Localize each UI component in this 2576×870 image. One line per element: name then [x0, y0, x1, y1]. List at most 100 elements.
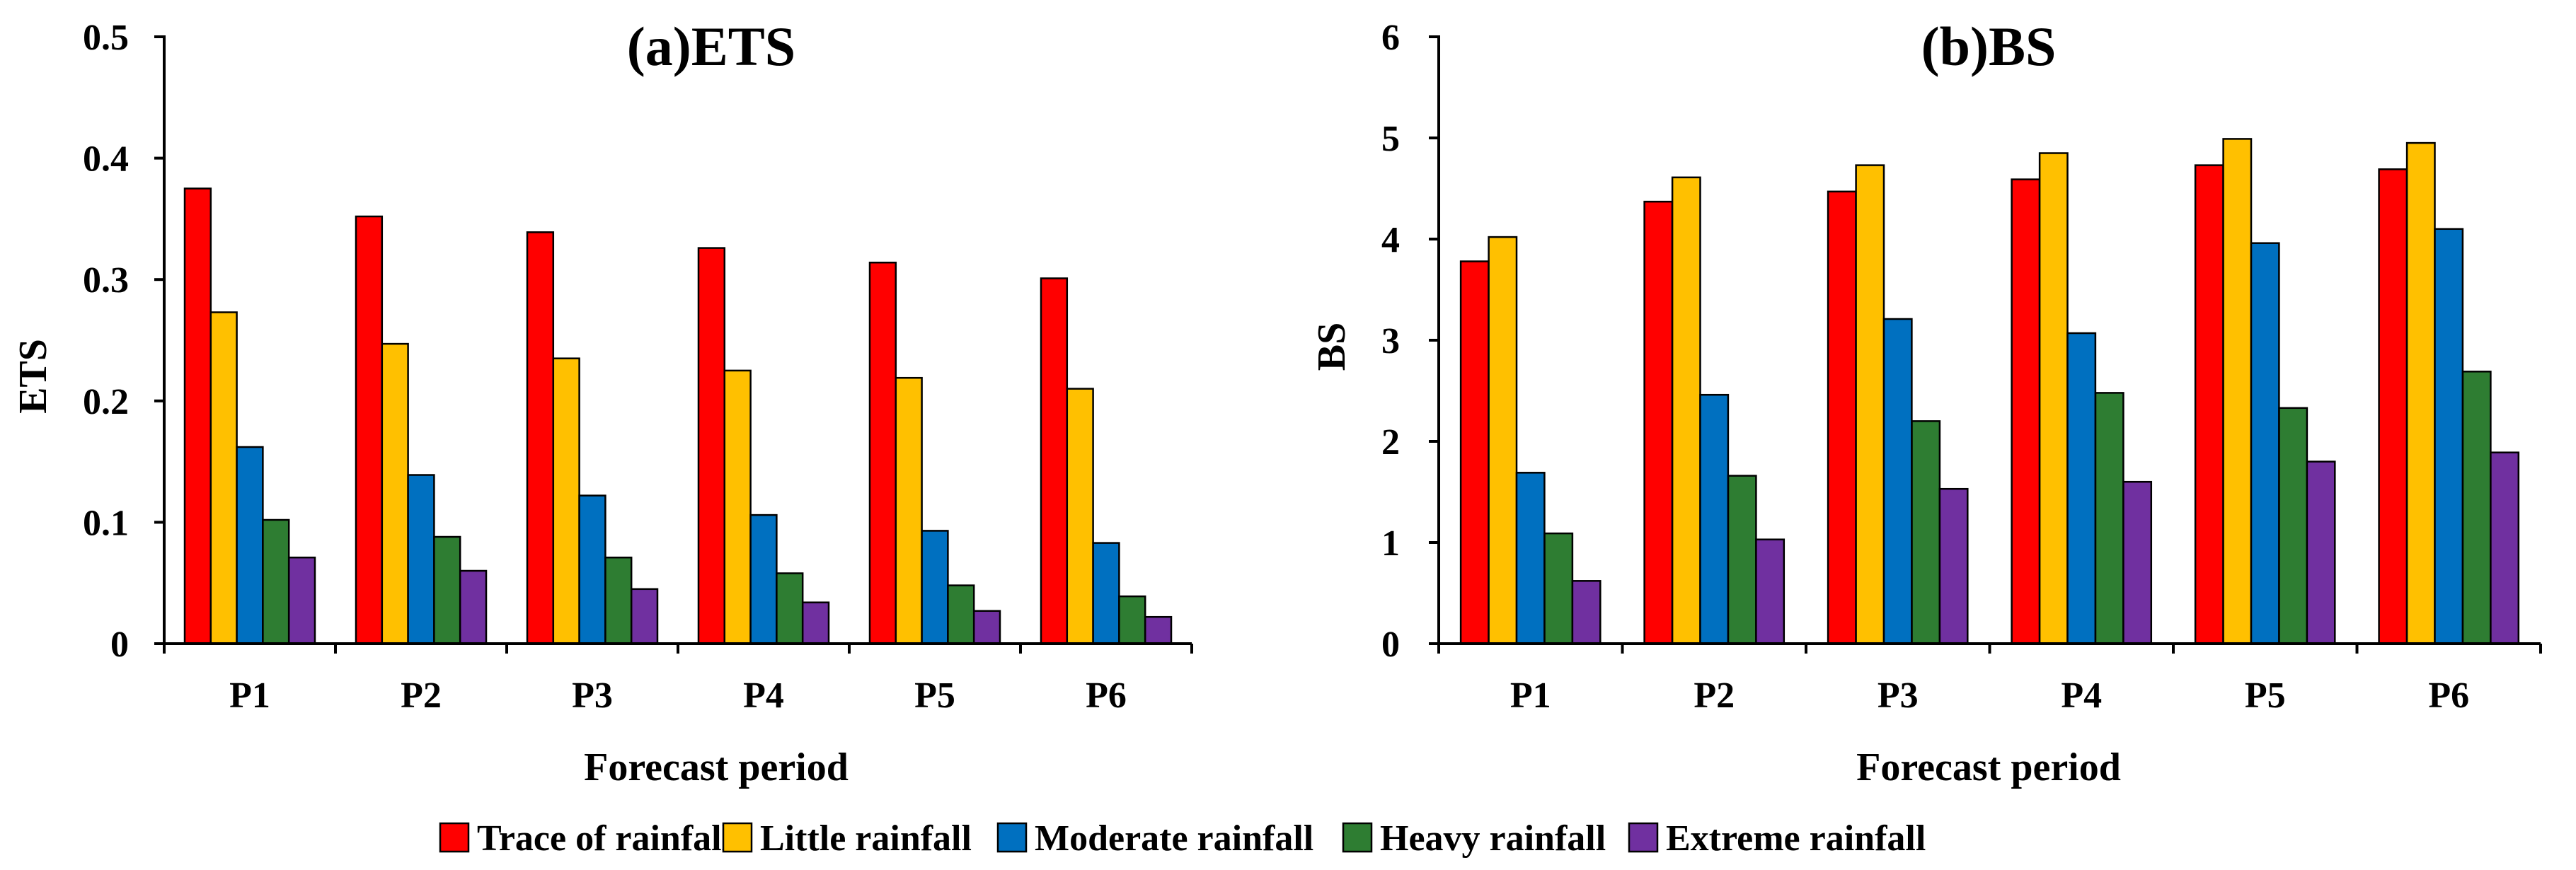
ets-x-tick-label-p2: P2 — [401, 675, 442, 716]
bs-x-tick-label-p2: P2 — [1694, 675, 1735, 716]
bar-little-rainfall-p4 — [723, 369, 752, 645]
ets-x-tick-label-p4: P4 — [743, 675, 784, 716]
bs-y-tick-label: 3 — [1381, 321, 1400, 361]
bar-trace-of-rainfall-p2 — [355, 215, 384, 645]
bs-x-tick-label-p6: P6 — [2428, 675, 2469, 716]
bar-moderate-rainfall-p6 — [1092, 542, 1120, 645]
bar-moderate-rainfall-p5 — [921, 530, 949, 645]
bar-trace-of-rainfall-p5 — [868, 261, 897, 645]
legend: Trace of rainfall Little rainfall Moderate… — [439, 818, 1926, 859]
bar-extreme-rainfall-p2 — [459, 569, 488, 645]
bar-little-rainfall-p2 — [381, 342, 409, 645]
ets-y-tick-label: 0.5 — [83, 18, 129, 58]
bar-extreme-rainfall-p4 — [801, 601, 830, 645]
bs-x-axis-label: Forecast period — [1856, 746, 2121, 789]
bar-little-rainfall-p1 — [209, 311, 238, 645]
bar-heavy-rainfall-p2 — [433, 535, 461, 645]
bar-little-rainfall-p2 — [1671, 176, 1701, 645]
ets-x-tick-label-p5: P5 — [914, 675, 955, 716]
bar-extreme-rainfall-p5 — [972, 610, 1001, 645]
bs-y-tick-label: 2 — [1381, 422, 1400, 463]
bs-panel: (b)BS 0 1 2 3 4 5 6 P1 P2 P3 P4 P5 P6 Forecast period B… — [1310, 16, 2542, 789]
ets-x-tick-label-p6: P6 — [1086, 675, 1127, 716]
bar-extreme-rainfall-p1 — [1571, 580, 1602, 645]
ets-panel: (a)ETS 0 0.1 0.2 0.3 0.4 0.5 P1 P2 P3 P4 P5 P6 Foreca… — [11, 16, 1193, 789]
ets-y-tick-label: 0.3 — [83, 260, 129, 301]
bs-x-tick-label-p1: P1 — [1510, 675, 1551, 716]
bar-heavy-rainfall-p1 — [262, 518, 290, 645]
bar-moderate-rainfall-p5 — [2250, 242, 2280, 645]
legend-label-extreme-rainfall: Extreme rainfall — [1666, 818, 1926, 859]
bar-trace-of-rainfall-p6 — [2378, 168, 2408, 645]
legend-label-moderate-rainfall: Moderate rainfall — [1035, 818, 1313, 859]
bar-little-rainfall-p6 — [2405, 141, 2436, 645]
legend-swatch-heavy-rainfall — [1342, 822, 1373, 853]
bar-heavy-rainfall-p1 — [1543, 532, 1574, 645]
legend-swatch-little-rainfall — [722, 822, 753, 853]
bs-x-tick-label-p3: P3 — [1878, 675, 1919, 716]
bs-y-tick-label: 0 — [1381, 625, 1400, 665]
bar-little-rainfall-p6 — [1066, 388, 1094, 645]
ets-x-axis-label: Forecast period — [584, 746, 849, 789]
bar-little-rainfall-p5 — [895, 376, 923, 645]
ets-y-tick-label: 0.2 — [83, 382, 129, 422]
bar-trace-of-rainfall-p4 — [2011, 178, 2041, 645]
bar-moderate-rainfall-p2 — [1699, 393, 1730, 645]
bar-heavy-rainfall-p2 — [1727, 475, 1757, 645]
bar-extreme-rainfall-p1 — [287, 556, 316, 645]
bs-y-axis-label: BS — [1310, 323, 1354, 371]
ets-y-tick-label: 0.1 — [83, 503, 129, 543]
bar-extreme-rainfall-p3 — [630, 588, 659, 645]
bar-moderate-rainfall-p1 — [1515, 472, 1546, 645]
bar-extreme-rainfall-p5 — [2306, 460, 2336, 645]
bar-extreme-rainfall-p6 — [1144, 615, 1173, 645]
bar-trace-of-rainfall-p1 — [1459, 260, 1490, 645]
bar-trace-of-rainfall-p4 — [697, 247, 726, 645]
bar-heavy-rainfall-p3 — [604, 556, 633, 645]
bar-moderate-rainfall-p4 — [749, 514, 778, 645]
ets-y-axis-label: ETS — [11, 339, 55, 414]
bar-little-rainfall-p3 — [552, 357, 580, 645]
bs-x-tick-label-p4: P4 — [2061, 675, 2102, 716]
bar-trace-of-rainfall-p3 — [1827, 190, 1857, 645]
legend-label-trace-of-rainfall: Trace of rainfall — [477, 818, 732, 859]
legend-swatch-moderate-rainfall — [996, 822, 1028, 853]
bar-heavy-rainfall-p3 — [1911, 420, 1941, 645]
bar-moderate-rainfall-p4 — [2066, 332, 2097, 645]
bar-extreme-rainfall-p3 — [1938, 487, 1969, 645]
bar-heavy-rainfall-p5 — [2278, 407, 2308, 645]
bar-heavy-rainfall-p5 — [947, 584, 975, 645]
ets-y-tick-label: 0.4 — [83, 139, 129, 180]
bar-little-rainfall-p1 — [1488, 236, 1518, 645]
bs-y-tick-label: 4 — [1381, 220, 1400, 260]
bar-heavy-rainfall-p4 — [776, 572, 804, 645]
legend-label-heavy-rainfall: Heavy rainfall — [1380, 818, 1606, 859]
bar-moderate-rainfall-p2 — [407, 474, 435, 645]
legend-swatch-extreme-rainfall — [1628, 822, 1659, 853]
bar-moderate-rainfall-p3 — [1882, 318, 1913, 645]
bs-y-tick-label: 5 — [1381, 119, 1400, 159]
legend-label-little-rainfall: Little rainfall — [760, 818, 972, 859]
bar-little-rainfall-p3 — [1855, 164, 1885, 645]
bs-y-tick-label: 6 — [1381, 18, 1400, 58]
ets-x-tick-label-p3: P3 — [572, 675, 613, 716]
bar-extreme-rainfall-p4 — [2122, 480, 2153, 645]
bar-little-rainfall-p4 — [2038, 152, 2069, 645]
bar-moderate-rainfall-p3 — [578, 494, 606, 645]
ets-x-tick-label-p1: P1 — [229, 675, 270, 716]
bar-moderate-rainfall-p1 — [236, 446, 264, 645]
bar-trace-of-rainfall-p3 — [526, 231, 555, 645]
ets-chart-title: (a)ETS — [627, 16, 795, 77]
bar-extreme-rainfall-p2 — [1755, 538, 1786, 645]
legend-swatch-trace-of-rainfall — [439, 822, 470, 853]
bar-trace-of-rainfall-p5 — [2194, 164, 2224, 645]
bs-x-tick-label-p5: P5 — [2245, 675, 2286, 716]
bar-heavy-rainfall-p4 — [2094, 392, 2124, 645]
bar-moderate-rainfall-p6 — [2434, 228, 2464, 645]
bs-chart-title: (b)BS — [1921, 16, 2057, 77]
bar-heavy-rainfall-p6 — [1118, 595, 1146, 645]
ets-y-tick-label: 0 — [110, 625, 129, 665]
bar-trace-of-rainfall-p2 — [1643, 200, 1674, 645]
bar-little-rainfall-p5 — [2222, 138, 2253, 645]
